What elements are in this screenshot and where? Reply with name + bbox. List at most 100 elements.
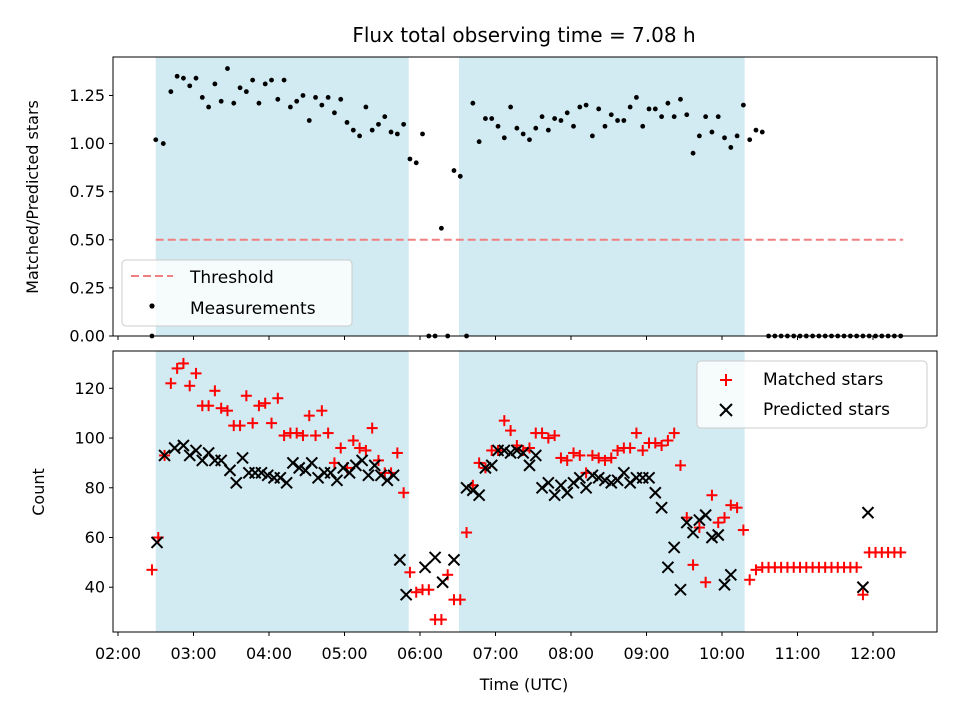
x-tick-label: 09:00 xyxy=(623,644,669,663)
measurement-point xyxy=(451,168,457,173)
predicted-point xyxy=(436,576,449,589)
observing-interval xyxy=(155,351,409,632)
y-tick-label: 1.25 xyxy=(69,86,105,105)
measurement-point xyxy=(306,118,312,123)
predicted-point xyxy=(428,551,442,564)
measurement-point xyxy=(237,85,243,91)
matched-point xyxy=(360,444,372,456)
measurement-point xyxy=(250,77,256,83)
measurement-point xyxy=(187,83,193,89)
measurement-point xyxy=(627,104,633,110)
matched-point xyxy=(536,427,548,439)
predicted-point xyxy=(189,444,203,457)
measurement-point xyxy=(571,123,576,129)
matched-point xyxy=(674,459,686,471)
panel-frame xyxy=(112,56,938,337)
matched-point xyxy=(215,402,227,414)
matched-point xyxy=(322,427,334,439)
matched-point xyxy=(586,449,598,461)
predicted-point xyxy=(305,456,318,470)
matched-point xyxy=(662,435,674,447)
measurement-point xyxy=(181,75,186,81)
matched-point xyxy=(498,415,510,427)
x-tick-label: 06:00 xyxy=(397,644,443,663)
measurement-point xyxy=(319,102,325,108)
predicted-point xyxy=(261,469,274,482)
matched-point xyxy=(310,430,322,442)
matched-point xyxy=(240,390,252,402)
x-axis-ticks: 02:00 03:00 04:00 05:00 06:00 07:00 08:00 09:00… xyxy=(95,632,896,663)
y-axis-ticks: 40 60 80 100 120 xyxy=(74,379,113,597)
matched-point xyxy=(693,522,705,534)
measurement-point xyxy=(218,98,224,104)
measurement-point xyxy=(608,112,614,118)
matched-point xyxy=(366,422,378,434)
measurement-point xyxy=(476,139,482,145)
measurement-point xyxy=(696,133,702,139)
legend-box xyxy=(696,360,928,429)
matched-point xyxy=(555,452,567,464)
matched-point xyxy=(656,439,668,451)
measurement-point xyxy=(153,137,159,143)
predicted-point xyxy=(387,469,400,482)
measurement-point xyxy=(388,129,394,135)
predicted-series xyxy=(150,439,875,601)
measurement-point xyxy=(734,133,740,139)
measurement-point xyxy=(589,133,595,139)
y-tick-label: 0.00 xyxy=(69,327,105,346)
matched-point xyxy=(266,417,278,429)
legend-measurements-label: Measurements xyxy=(190,299,316,319)
matched-point xyxy=(454,594,466,606)
measurement-point xyxy=(558,118,564,123)
measurement-points xyxy=(149,66,904,339)
predicted-point xyxy=(548,489,561,502)
matched-point xyxy=(574,449,586,461)
predicted-point xyxy=(649,486,662,499)
x-tick-label: 07:00 xyxy=(472,644,518,663)
measurement-point xyxy=(684,112,690,118)
matched-point xyxy=(398,487,410,499)
measurement-point xyxy=(740,102,746,108)
matched-point xyxy=(605,452,617,464)
legend-box xyxy=(121,259,353,327)
matched-point xyxy=(209,385,221,397)
predicted-point xyxy=(523,459,536,472)
predicted-point xyxy=(642,471,656,485)
predicted-point xyxy=(542,476,555,490)
matched-point xyxy=(750,564,762,576)
predicted-point xyxy=(230,476,243,490)
matched-point xyxy=(719,512,731,524)
matched-point xyxy=(624,442,636,454)
matched-point xyxy=(259,397,271,409)
measurement-point xyxy=(287,104,293,110)
measurement-point xyxy=(332,110,337,116)
measurement-point xyxy=(527,137,532,143)
measurement-point xyxy=(634,95,639,100)
predicted-point xyxy=(661,561,675,574)
predicted-point xyxy=(573,471,587,485)
matched-point xyxy=(404,566,416,578)
matched-point xyxy=(561,454,573,466)
matched-point xyxy=(303,410,315,422)
measurement-point xyxy=(621,118,627,123)
legend: Threshold Measurements xyxy=(121,259,353,327)
x-tick-label: 11:00 xyxy=(774,644,820,663)
matched-point xyxy=(593,452,605,464)
x-axis-label: Time (UTC) xyxy=(479,675,568,694)
matched-point xyxy=(649,437,661,449)
measurement-point xyxy=(501,135,507,141)
measurement-point xyxy=(489,116,495,121)
matched-point xyxy=(234,420,246,432)
measurement-point xyxy=(457,173,463,179)
panel-counts: 40 60 80 100 120 02:00 03:00 04:00 05:00 06:00 07… xyxy=(29,350,938,694)
measurement-point xyxy=(269,77,274,83)
measurement-point xyxy=(243,89,249,95)
predicted-point xyxy=(680,516,693,529)
measurement-point xyxy=(294,98,300,104)
measurement-point xyxy=(577,104,583,110)
panel-frame xyxy=(112,350,938,633)
predicted-point xyxy=(579,481,593,494)
y-axis-label: Count xyxy=(29,468,48,516)
y-tick-label: 0.75 xyxy=(69,182,105,201)
predicted-point xyxy=(447,553,461,567)
